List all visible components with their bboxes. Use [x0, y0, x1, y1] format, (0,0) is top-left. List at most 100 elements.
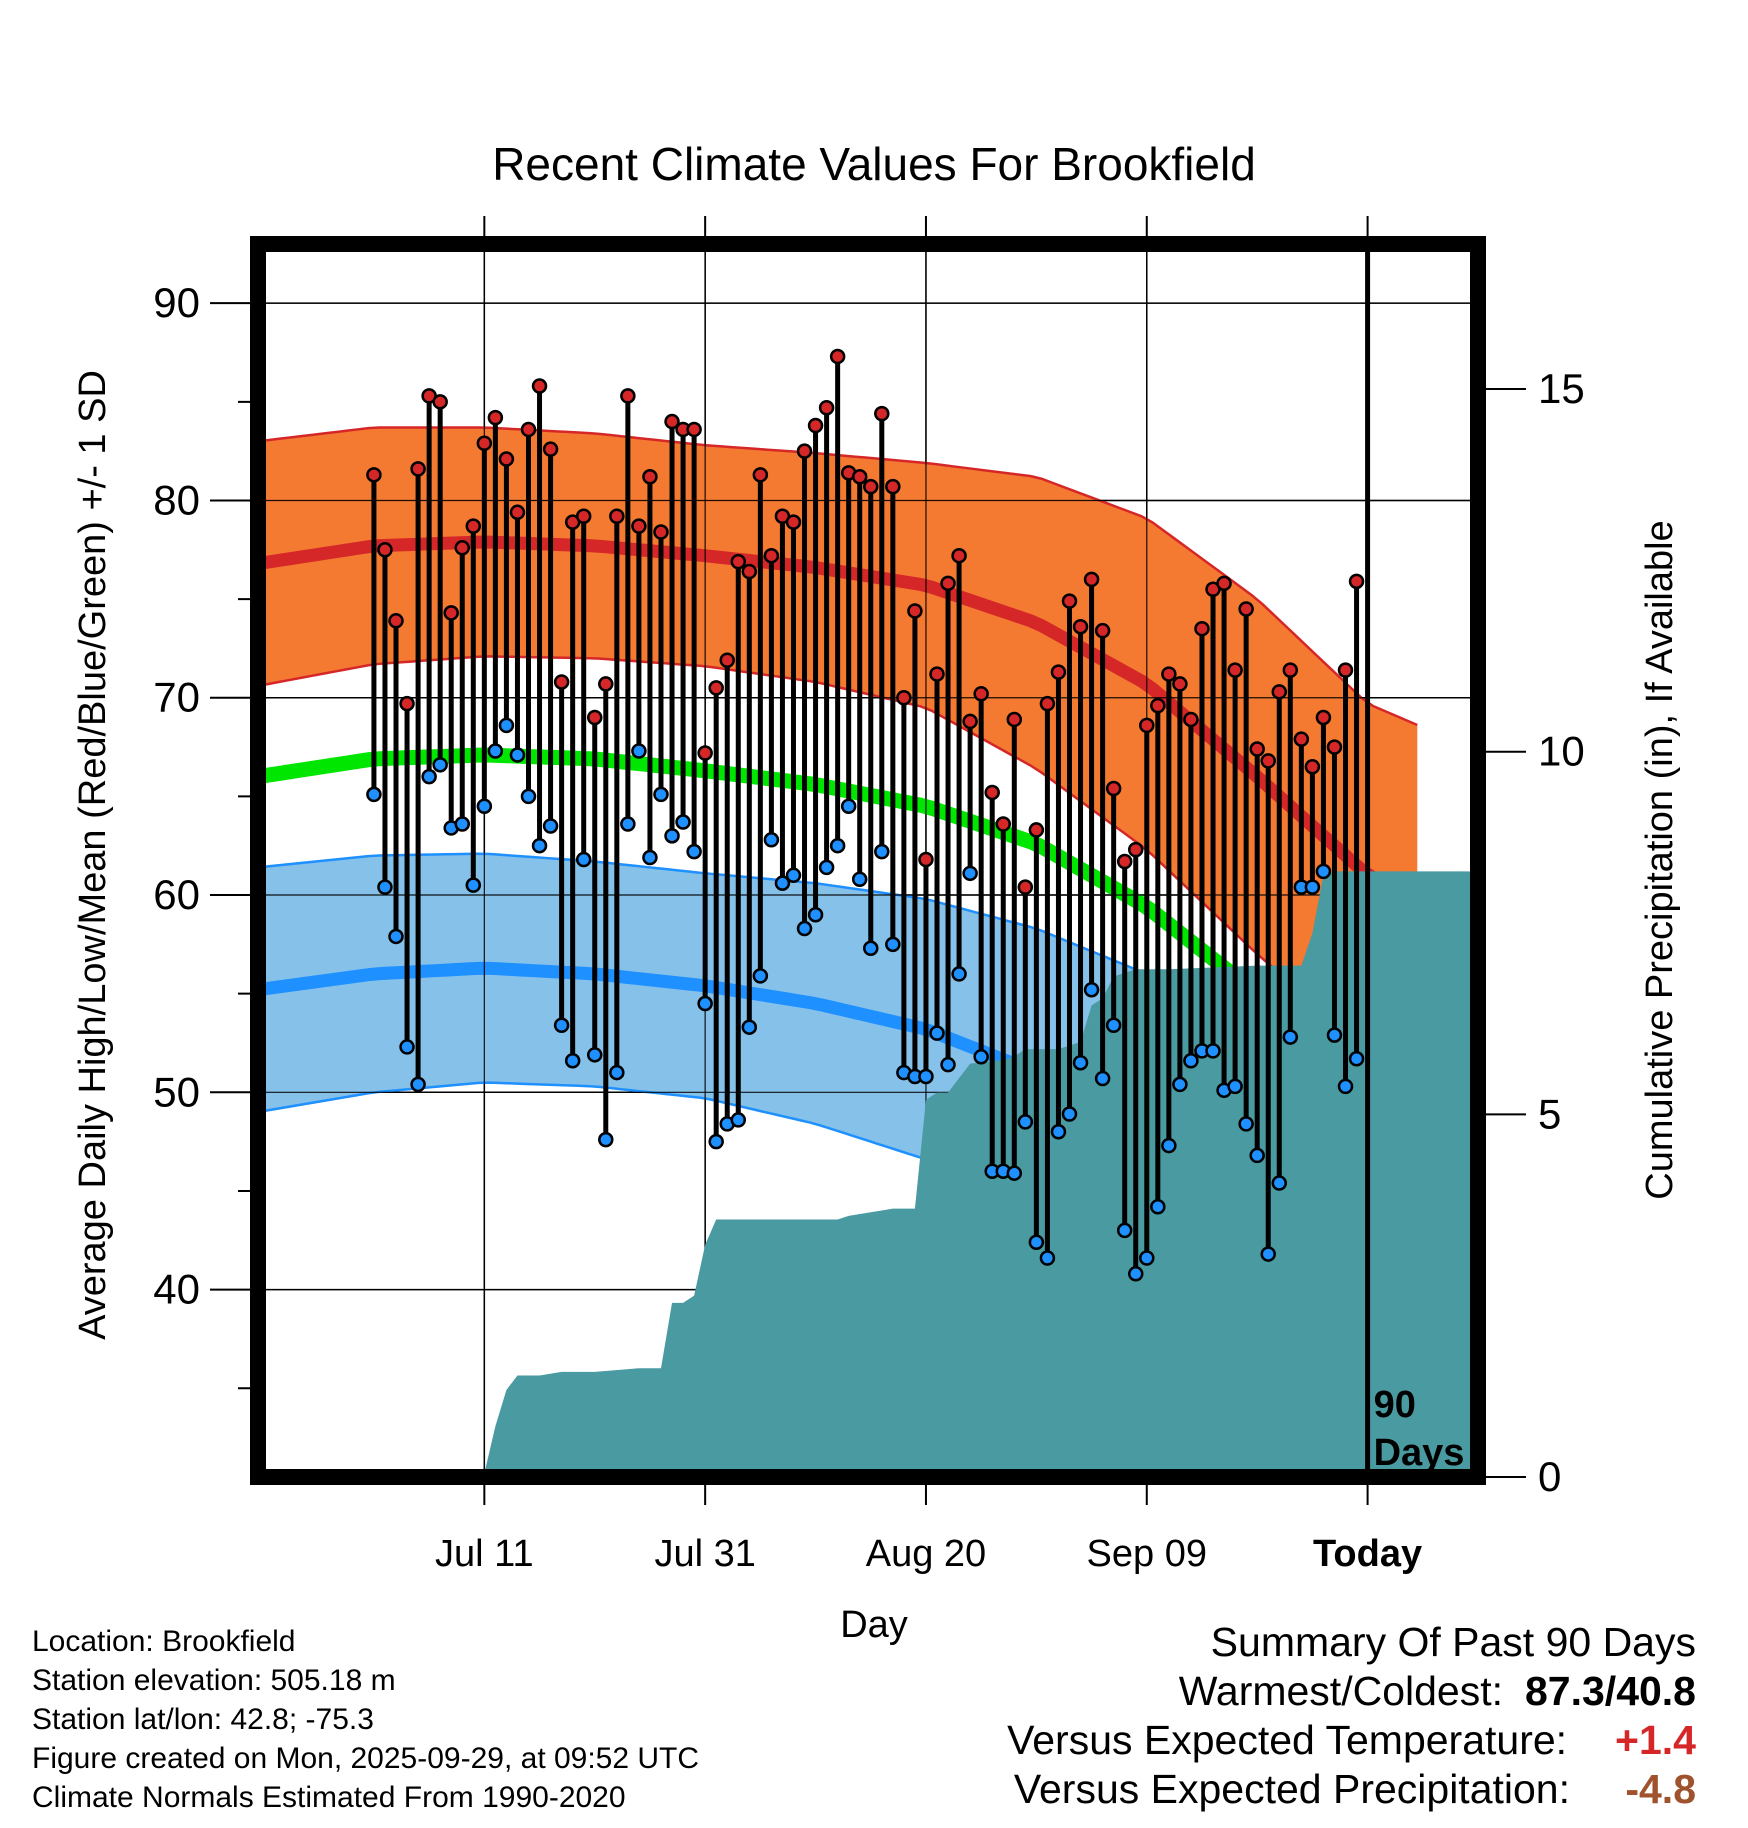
high-temp-point	[1028, 822, 1045, 838]
high-temp-point	[388, 613, 404, 629]
y2-tick-label: 5	[1538, 1090, 1561, 1137]
high-temp-point	[454, 540, 471, 556]
low-temp-point	[620, 816, 636, 832]
x-tick-label: Today	[1313, 1533, 1422, 1575]
high-temp-point	[531, 378, 548, 394]
high-temp-point	[918, 851, 934, 868]
high-temp-point	[929, 666, 945, 682]
high-temp-point	[520, 421, 537, 438]
low-temp-point	[1249, 1147, 1265, 1164]
high-temp-point	[863, 478, 879, 495]
low-temp-point	[642, 849, 658, 866]
warmest-coldest-row: Warmest/Coldest: 87.3/40.8	[1007, 1667, 1696, 1716]
high-temp-point	[818, 399, 835, 416]
high-temp-point	[609, 508, 625, 524]
high-temp-point	[1194, 620, 1210, 637]
low-temp-point	[1127, 1266, 1144, 1282]
low-temp-point	[752, 968, 769, 984]
low-temp-point	[1083, 981, 1100, 998]
low-temp-point	[1072, 1054, 1089, 1071]
high-temp-point	[1139, 717, 1155, 734]
high-temp-point	[984, 784, 1000, 801]
elevation-text: Station elevation: 505.18 m	[32, 1664, 396, 1697]
low-temp-point	[1337, 1078, 1354, 1095]
high-temp-point	[377, 542, 393, 558]
high-temp-point	[498, 451, 515, 467]
high-temp-point	[1172, 676, 1188, 692]
low-temp-point	[741, 1019, 758, 1035]
temp-anomaly-label: Versus Expected Temperature:	[1007, 1717, 1568, 1763]
high-temp-point	[620, 388, 636, 404]
low-temp-point	[586, 1047, 603, 1063]
y2-tick-label: 10	[1538, 728, 1585, 775]
y2-tick-label: 0	[1538, 1453, 1561, 1500]
high-temp-point	[586, 709, 603, 726]
high-temp-point	[1304, 759, 1321, 775]
low-temp-point	[598, 1131, 614, 1148]
high-temp-point	[487, 409, 504, 426]
high-temp-point	[1249, 741, 1265, 757]
low-temp-point	[763, 832, 780, 848]
high-temp-point	[575, 508, 592, 524]
high-temp-point	[719, 652, 735, 669]
precip-area	[258, 871, 1478, 1477]
low-temp-point	[1028, 1234, 1045, 1250]
low-temp-point	[708, 1133, 724, 1150]
high-temp-point	[1227, 662, 1243, 678]
low-temp-point	[631, 743, 647, 759]
low-temp-point	[1017, 1114, 1034, 1130]
x-axis-label: Day	[840, 1604, 908, 1646]
low-temp-point	[730, 1112, 747, 1128]
low-temp-point	[851, 871, 868, 887]
high-temp-point	[542, 441, 559, 457]
location-text: Location: Brookfield	[32, 1625, 296, 1658]
temp-anomaly-row: Versus Expected Temperature: +1.4	[1007, 1716, 1696, 1765]
low-temp-point	[818, 859, 835, 876]
summary-title: Summary Of Past 90 Days	[1210, 1619, 1696, 1665]
high-temp-point	[399, 695, 415, 712]
high-temp-point	[940, 575, 956, 592]
high-temp-point	[1006, 711, 1023, 728]
high-temp-point	[553, 674, 570, 690]
summary-panel: Summary Of Past 90 Days Warmest/Coldest:…	[1007, 1618, 1696, 1814]
high-temp-point	[476, 435, 493, 452]
high-temp-point	[1105, 780, 1122, 797]
low-temp-point	[1150, 1198, 1166, 1215]
low-temp-point	[962, 865, 978, 882]
high-temp-point	[763, 547, 780, 564]
low-temp-point	[1061, 1106, 1078, 1122]
high-temp-point	[1315, 709, 1332, 726]
low-temp-point	[951, 966, 967, 982]
high-temp-point	[1116, 853, 1133, 870]
high-temp-point	[1348, 573, 1365, 590]
high-temp-point	[1260, 753, 1276, 769]
low-temp-point	[465, 877, 482, 893]
low-temp-point	[874, 843, 890, 860]
precip-anomaly-label: Versus Expected Precipitation:	[1013, 1766, 1570, 1812]
plot-inner: 90 Days	[258, 244, 1478, 1477]
low-temp-point	[432, 757, 448, 773]
y-tick-label: 40	[153, 1266, 200, 1313]
low-temp-point	[785, 867, 802, 884]
y-axis-label: Average Daily High/Low/Mean (Red/Blue/Gr…	[72, 370, 114, 1340]
low-temp-point	[1050, 1124, 1067, 1140]
y-tick-label: 60	[153, 871, 200, 918]
created-text: Figure created on Mon, 2025-09-29, at 09…	[32, 1742, 700, 1775]
high-temp-point	[642, 469, 658, 485]
low-temp-point	[885, 936, 901, 953]
high-temp-point	[1216, 575, 1232, 592]
high-temp-point	[851, 469, 868, 485]
low-temp-point	[564, 1052, 581, 1069]
high-temp-point	[1161, 666, 1177, 682]
high-temp-point	[509, 504, 526, 521]
high-temp-point	[686, 421, 702, 438]
x-tick-label: Jul 11	[435, 1533, 534, 1575]
today-marker-label: 90	[1374, 1384, 1416, 1426]
station-info: Location: Brookfield Station elevation: …	[32, 1622, 699, 1817]
low-temp-point	[377, 879, 393, 895]
high-temp-point	[951, 547, 967, 564]
y-tick-label: 80	[153, 476, 200, 523]
low-temp-point	[410, 1076, 426, 1093]
low-temp-point	[863, 940, 879, 957]
high-temp-point	[1094, 622, 1111, 639]
